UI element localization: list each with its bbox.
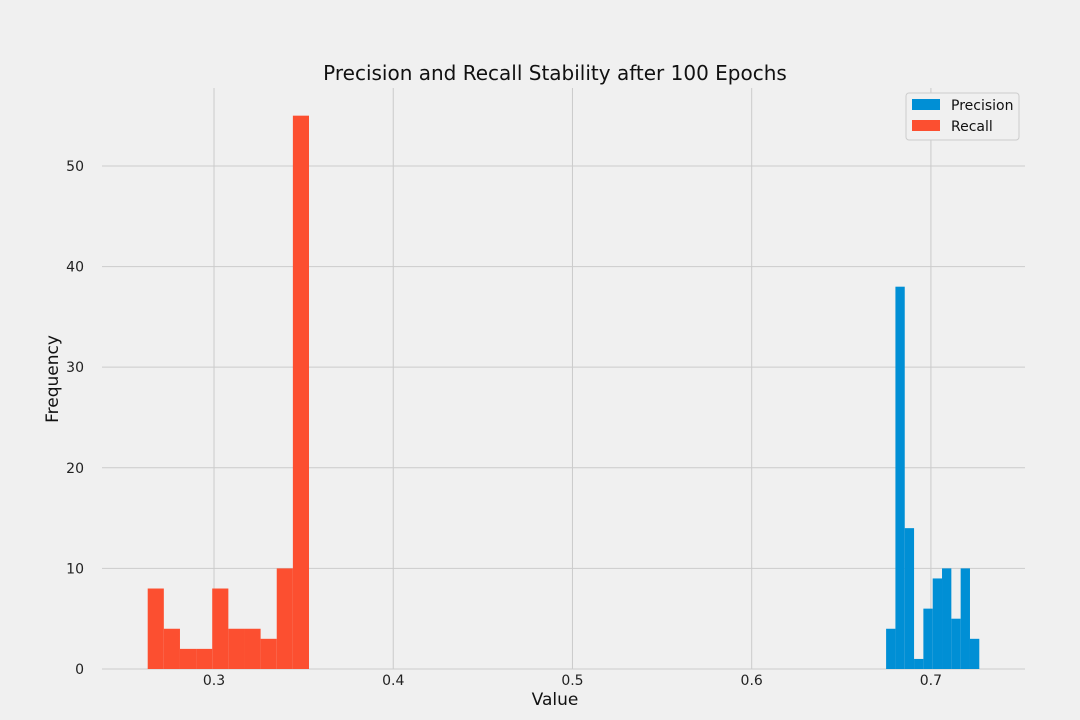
histogram-bars (147, 115, 980, 669)
y-tick-label: 30 (66, 360, 84, 376)
recall-bar (292, 115, 310, 669)
chart-title: Precision and Recall Stability after 100… (323, 61, 787, 85)
y-tick-label: 20 (66, 461, 84, 477)
x-tick-label: 0.7 (920, 673, 942, 689)
precision-bar (932, 578, 943, 669)
legend-label-recall: Recall (951, 119, 993, 135)
legend-swatch-precision (912, 99, 940, 110)
precision-bar (895, 286, 905, 669)
precision-bar (886, 628, 896, 669)
legend-label-precision: Precision (951, 98, 1013, 114)
y-tick-label: 40 (66, 260, 84, 276)
precision-bar (969, 638, 980, 669)
tick-labels: 0.3 0.4 0.5 0.6 0.7 0 10 20 30 40 50 (66, 159, 942, 689)
legend-swatch-recall (912, 120, 940, 131)
grid-lines (102, 88, 1025, 670)
precision-bar (942, 568, 952, 669)
x-tick-label: 0.6 (741, 673, 763, 689)
recall-bar (228, 628, 245, 669)
y-tick-label: 50 (66, 159, 84, 175)
x-axis-label: Value (532, 690, 579, 710)
recall-bar (260, 638, 277, 669)
precision-bar (951, 618, 961, 669)
precision-bar (960, 568, 970, 669)
precision-bar (904, 528, 915, 669)
recall-bar (163, 628, 180, 669)
precision-bar (923, 608, 933, 669)
legend: Precision Recall (905, 92, 1020, 141)
recall-bar (212, 588, 229, 669)
y-tick-label: 0 (75, 662, 84, 678)
y-axis-label: Frequency (43, 335, 63, 423)
x-tick-label: 0.3 (203, 673, 225, 689)
x-tick-label: 0.5 (561, 673, 583, 689)
y-tick-label: 10 (66, 561, 84, 577)
precision-bar (914, 658, 924, 669)
recall-bar (147, 588, 164, 669)
recall-bar (244, 628, 261, 669)
x-tick-label: 0.4 (382, 673, 404, 689)
recall-bar (276, 568, 293, 669)
recall-bar (179, 648, 197, 669)
recall-bar (196, 648, 213, 669)
